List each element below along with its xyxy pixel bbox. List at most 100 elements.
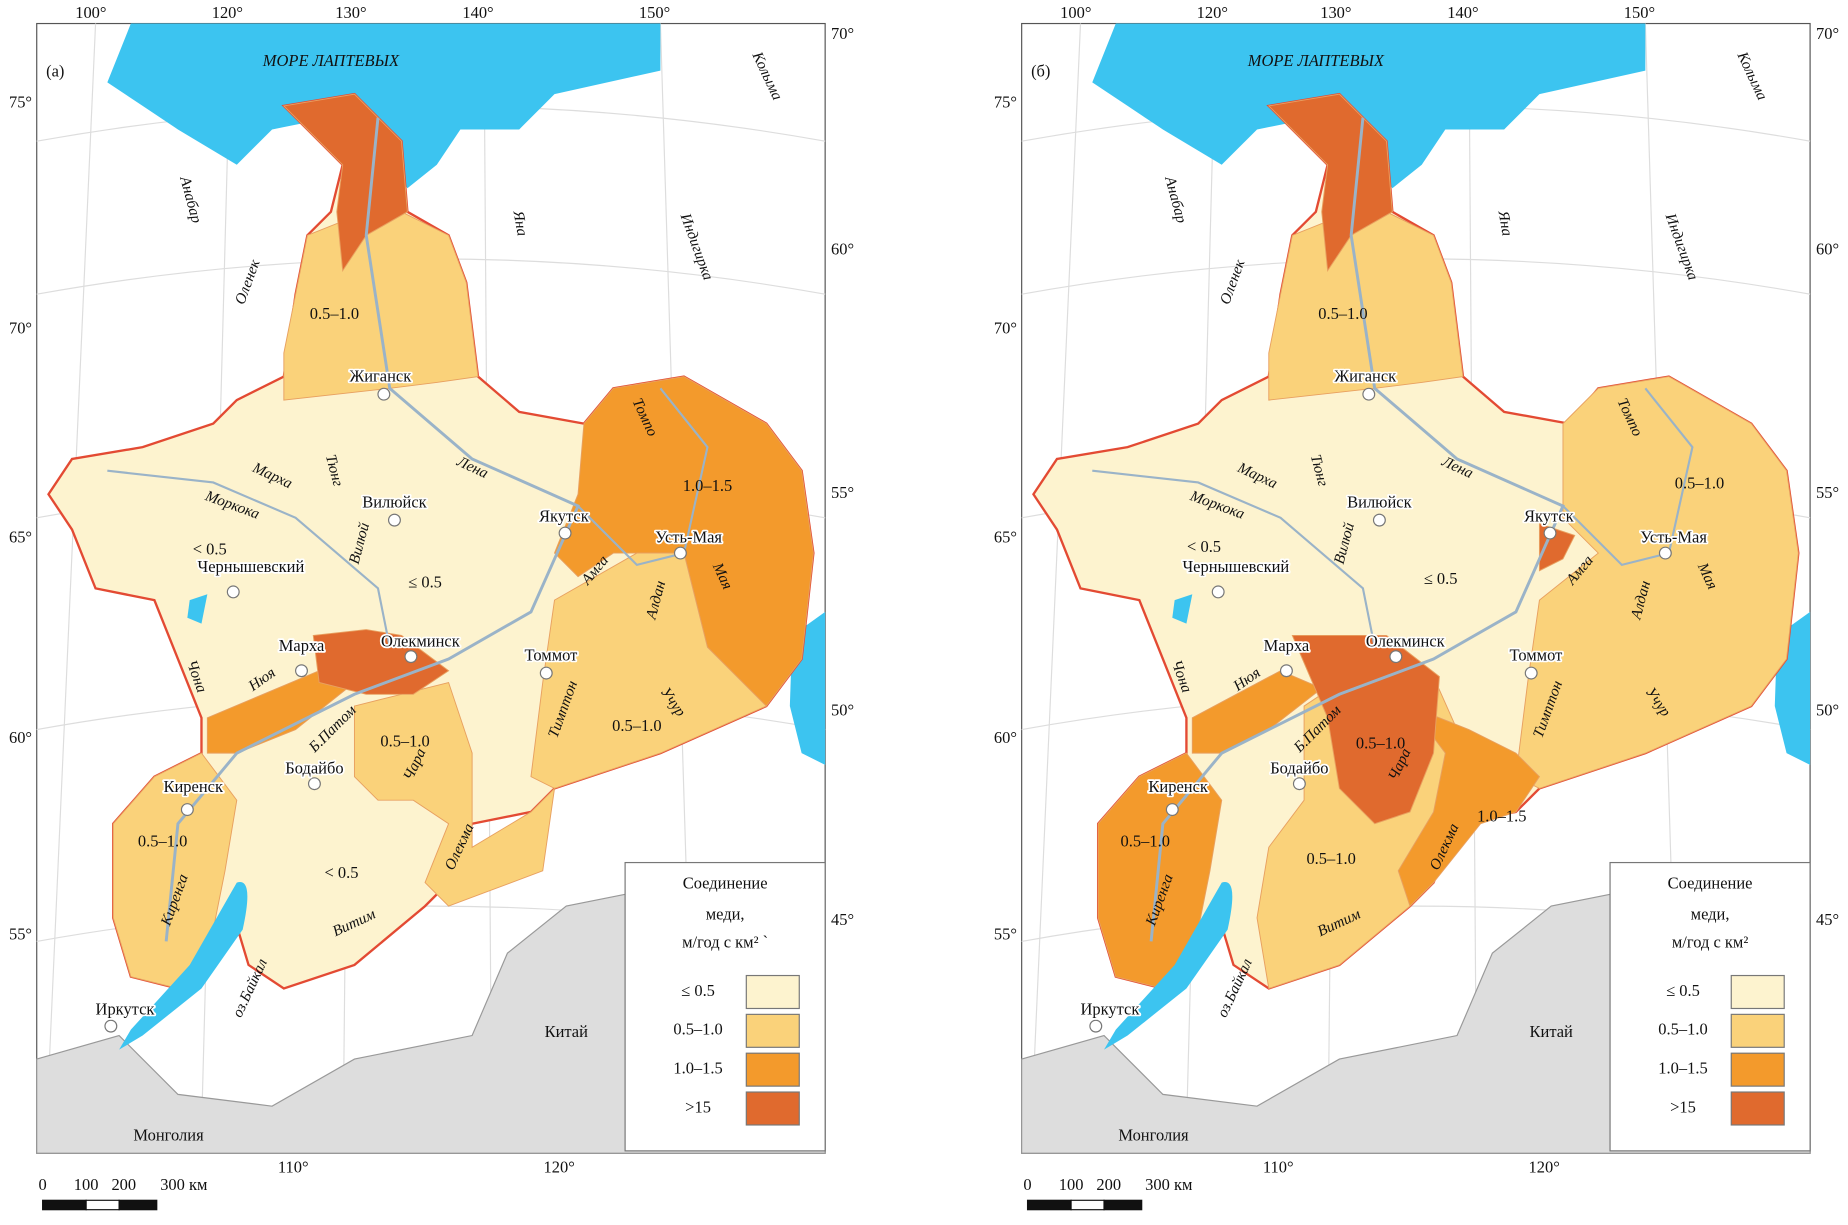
legend-title: меди, xyxy=(1691,904,1730,923)
lon-label: 140° xyxy=(1447,3,1478,22)
city-marker xyxy=(558,526,572,540)
lon-label: 100° xyxy=(1060,3,1091,22)
scale-label: 200 xyxy=(111,1175,136,1194)
city-marker xyxy=(1372,513,1386,527)
lake xyxy=(1104,881,1233,1050)
city-label: Якутск xyxy=(539,507,590,526)
zone-area xyxy=(283,211,479,401)
lat-label: 45° xyxy=(831,910,854,929)
legend-swatch xyxy=(745,974,800,1010)
lon-label: 120° xyxy=(212,3,243,22)
city-marker xyxy=(1543,526,1557,540)
city-label: Иркутск xyxy=(96,1000,156,1019)
panel-label: (б) xyxy=(1031,62,1050,81)
city-label: Жиганск xyxy=(1334,367,1397,386)
lon-label: 150° xyxy=(639,3,670,22)
zone-label: 1.0–1.5 xyxy=(683,476,732,495)
city-marker xyxy=(1389,650,1403,664)
legend-title: м/год с км² ` xyxy=(682,933,768,952)
zone-label: 0.5–1.0 xyxy=(1318,304,1367,323)
lon-label: 120° xyxy=(1197,3,1228,22)
legend-label: 0.5–1.0 xyxy=(1658,1020,1707,1039)
legend-title: меди, xyxy=(706,904,745,923)
scale-label: 200 xyxy=(1096,1175,1121,1194)
zone-area xyxy=(112,752,238,990)
city-label: Жиганск xyxy=(349,367,412,386)
city-label: Усть-Мая xyxy=(1640,528,1707,547)
scale-label: 0 xyxy=(1023,1175,1031,1194)
lon-label: 150° xyxy=(1624,3,1655,22)
city-marker xyxy=(295,664,308,678)
city-marker xyxy=(673,546,687,560)
river-line xyxy=(107,469,391,648)
country-label: Китай xyxy=(1530,1022,1574,1041)
zone-area xyxy=(312,629,450,695)
lat-label: 70° xyxy=(9,318,32,337)
scale-label: 100 xyxy=(74,1175,99,1194)
scale-label: 300 км xyxy=(160,1175,208,1194)
scale-label: 0 xyxy=(38,1175,46,1194)
lat-label: 70° xyxy=(831,24,854,43)
city-marker xyxy=(1165,803,1179,817)
legend-swatch xyxy=(1730,1091,1785,1126)
legend-swatch xyxy=(1730,1052,1785,1087)
sea xyxy=(1092,23,1646,189)
legend-swatch xyxy=(745,1052,800,1087)
country-label: Монголия xyxy=(133,1126,204,1145)
zone-area xyxy=(1268,211,1464,401)
city-label: Вилюйск xyxy=(1347,492,1412,511)
river-line xyxy=(164,117,580,942)
lat-label: 60° xyxy=(9,728,32,747)
legend-swatch xyxy=(745,1013,800,1048)
legend-title: м/год с км² xyxy=(1672,933,1748,952)
river-line xyxy=(1149,117,1565,942)
scale-bar xyxy=(42,1199,87,1211)
zone-label: 1.0–1.5 xyxy=(1477,807,1526,826)
river-line xyxy=(1092,469,1376,648)
legend-label: 1.0–1.5 xyxy=(673,1058,722,1077)
lat-label: 55° xyxy=(831,483,854,502)
lat-label: 60° xyxy=(1816,239,1839,258)
city-label: Иркутск xyxy=(1081,1000,1141,1019)
city-marker xyxy=(404,650,418,664)
zone-area xyxy=(1397,704,1541,907)
scale-bar xyxy=(1103,1199,1143,1211)
zone-area xyxy=(1097,752,1223,990)
scale-bar xyxy=(118,1199,158,1211)
lon-label: 100° xyxy=(75,3,106,22)
zone-area xyxy=(1291,634,1440,825)
sea-label: МОРЕ ЛАПТЕВЫХ xyxy=(262,51,400,70)
lake xyxy=(1172,594,1193,624)
lat-label: 65° xyxy=(994,528,1017,547)
city-label: Олекминск xyxy=(1366,631,1446,650)
lon-label: 120° xyxy=(1529,1157,1560,1176)
lon-label: 140° xyxy=(462,3,493,22)
city-marker xyxy=(1362,387,1376,401)
zone-label: ≤ 0.5 xyxy=(408,572,442,591)
city-label: Вилюйск xyxy=(362,492,427,511)
city-label: Киренск xyxy=(1148,777,1208,796)
zone-label: 0.5–1.0 xyxy=(1306,849,1355,868)
country-label: Китай xyxy=(545,1022,589,1041)
zone-label: ≤ 0.5 xyxy=(1424,569,1458,588)
zone-label: 0.5–1.0 xyxy=(1675,474,1724,493)
zone-label: 0.5–1.0 xyxy=(138,831,187,850)
city-label: Томмот xyxy=(525,645,578,664)
city-marker xyxy=(1658,546,1672,560)
lon-label: 110° xyxy=(278,1157,309,1176)
city-marker xyxy=(377,387,391,401)
zone-label: 0.5–1.0 xyxy=(310,304,359,323)
lat-label: 55° xyxy=(1816,483,1839,502)
legend-label: 1.0–1.5 xyxy=(1658,1058,1707,1077)
scale-label: 100 xyxy=(1059,1175,1084,1194)
lat-label: 60° xyxy=(994,728,1017,747)
scale-bar xyxy=(85,1199,120,1211)
lat-label: 75° xyxy=(9,92,32,111)
legend-label: ≤ 0.5 xyxy=(1666,981,1700,1000)
lon-label: 120° xyxy=(544,1157,575,1176)
city-label: Киренск xyxy=(164,777,224,796)
legend-title: Соединение xyxy=(1668,874,1753,893)
lat-label: 55° xyxy=(9,924,32,943)
city-label: Усть-Мая xyxy=(655,528,722,547)
city-marker xyxy=(1279,664,1293,678)
